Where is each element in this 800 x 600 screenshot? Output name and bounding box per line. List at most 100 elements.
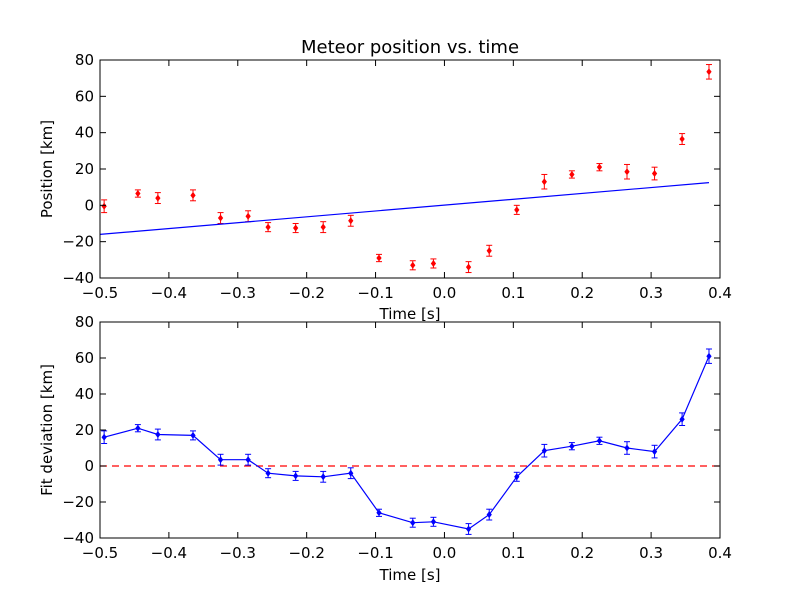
bottom-chart-data-point xyxy=(376,508,382,517)
bottom-chart-marker xyxy=(514,473,520,481)
top-chart-data-point xyxy=(376,253,382,263)
top-chart-x-tick-label: −0.1 xyxy=(357,284,393,302)
bottom-chart-y-tick-label: −20 xyxy=(62,493,94,511)
bottom-chart-marker xyxy=(651,448,658,456)
bottom-chart-y-tick-label: 40 xyxy=(75,385,94,403)
bottom-chart-x-tick-label: 0.0 xyxy=(433,544,457,562)
top-chart-marker xyxy=(514,206,520,214)
top-chart-data-point xyxy=(265,222,272,233)
bottom-chart-data-point xyxy=(541,443,548,458)
top-chart-y-tick-label: 80 xyxy=(75,51,94,69)
top-chart-y-tick-label: 20 xyxy=(75,160,94,178)
bottom-chart-data-point xyxy=(513,471,520,482)
top-chart-data-point xyxy=(705,64,712,80)
bottom-chart-data-point xyxy=(190,430,196,441)
bottom-chart-axes: −0.5 −0.4 −0.3 −0.2 −0.1 0.0 0.1 0.2 0.3 0.4 −40 −2… xyxy=(62,313,732,562)
bottom-chart-marker xyxy=(348,469,354,477)
top-chart-data-point xyxy=(134,189,141,198)
top-chart-y-tick-label: −40 xyxy=(62,269,94,287)
top-chart-data-point xyxy=(486,244,493,257)
bottom-chart-data-point xyxy=(651,444,658,459)
bottom-chart-y-tick-label: 60 xyxy=(75,349,94,367)
bottom-chart-marker xyxy=(155,431,161,438)
bottom-chart-marker xyxy=(293,472,299,480)
top-chart-data-point xyxy=(409,260,416,271)
top-chart-x-label: Time [s] xyxy=(379,305,441,323)
top-chart-data-point xyxy=(320,221,327,234)
bottom-chart-marker xyxy=(679,415,685,423)
bottom-chart-marker xyxy=(101,433,107,441)
bottom-chart-data-point xyxy=(292,470,299,481)
top-chart-marker xyxy=(376,254,382,262)
bottom-chart-data-point xyxy=(217,453,224,466)
bottom-chart-marker xyxy=(320,473,326,481)
top-chart-x-tick-label: −0.2 xyxy=(288,284,324,302)
bottom-chart-data-point xyxy=(347,467,354,480)
top-chart-data-point xyxy=(190,189,196,202)
bottom-chart-marker xyxy=(217,456,224,464)
bottom-chart-data-point xyxy=(596,436,603,445)
top-chart: Meteor position vs. time −0.5 −0.4 −0.3 −0.… xyxy=(38,37,732,323)
top-chart-data-point xyxy=(651,166,658,181)
bottom-chart-data-point xyxy=(154,428,161,441)
top-chart-marker xyxy=(245,212,251,220)
top-chart-marker xyxy=(217,214,224,222)
bottom-chart-marks xyxy=(100,348,720,535)
top-chart-data-point xyxy=(513,204,520,215)
top-chart-x-tick-label: −0.3 xyxy=(220,284,256,302)
bottom-chart-marker xyxy=(465,525,472,533)
bottom-chart-data-point xyxy=(486,508,493,521)
bottom-chart-y-tick-label: −40 xyxy=(62,529,94,547)
top-chart-marker xyxy=(706,68,712,76)
bottom-chart-data-point xyxy=(465,523,472,535)
bottom-chart-x-tick-label: −0.5 xyxy=(82,544,118,562)
top-chart-data-point xyxy=(101,199,108,214)
top-chart-y-label: Position [km] xyxy=(38,120,56,218)
top-chart-marker xyxy=(651,170,658,178)
bottom-chart-data-point xyxy=(409,517,416,528)
bottom-chart-data-point xyxy=(101,430,108,444)
top-chart-marker xyxy=(596,163,603,171)
top-chart-marker xyxy=(293,224,299,232)
bottom-chart-marker xyxy=(190,431,196,439)
bottom-chart-marker xyxy=(596,437,603,445)
top-chart-x-tick-label: 0.2 xyxy=(570,284,594,302)
top-chart-marker xyxy=(348,217,354,225)
top-chart-marker xyxy=(486,247,492,255)
bottom-chart-x-tick-label: 0.2 xyxy=(570,544,594,562)
top-chart-data-point xyxy=(292,223,299,234)
bottom-chart-x-tick-label: 0.3 xyxy=(639,544,663,562)
top-chart-marks xyxy=(99,64,712,274)
top-chart-marker xyxy=(465,263,472,271)
top-chart-series-line xyxy=(99,182,710,235)
bottom-chart-x-tick-label: 0.4 xyxy=(708,544,732,562)
bottom-chart-marker xyxy=(569,442,575,450)
bottom-chart-y-tick-label: 20 xyxy=(75,421,94,439)
top-chart-axes: −0.5 −0.4 −0.3 −0.2 −0.1 0.0 0.1 0.2 0.3 0.4 −40 −2… xyxy=(62,51,732,302)
bottom-chart-x-tick-label: −0.1 xyxy=(357,544,393,562)
top-chart-y-tick-label: 40 xyxy=(75,124,94,142)
top-chart-data-point xyxy=(568,170,575,179)
bottom-chart-data-point xyxy=(134,424,141,433)
bottom-chart-data-point xyxy=(705,348,712,364)
top-chart-marker xyxy=(569,170,575,178)
top-chart-x-tick-label: 0.3 xyxy=(639,284,663,302)
bottom-chart-marker xyxy=(135,424,141,432)
top-chart-data-point xyxy=(541,173,548,190)
top-chart-marker xyxy=(430,259,437,267)
bottom-chart-marker xyxy=(541,447,547,455)
top-chart-marker xyxy=(190,191,196,199)
top-chart-marker xyxy=(624,168,630,176)
bottom-chart-marker xyxy=(265,469,271,477)
bottom-chart-marker xyxy=(624,444,630,452)
top-chart-marker xyxy=(410,261,416,269)
bottom-chart-data-point xyxy=(320,470,327,483)
top-chart-data-point xyxy=(624,163,630,180)
top-chart-data-point xyxy=(679,133,686,145)
top-chart-marker xyxy=(265,223,271,231)
top-chart-x-tick-label: −0.4 xyxy=(151,284,187,302)
top-chart-marker xyxy=(541,178,547,186)
top-chart-marker xyxy=(679,135,685,143)
